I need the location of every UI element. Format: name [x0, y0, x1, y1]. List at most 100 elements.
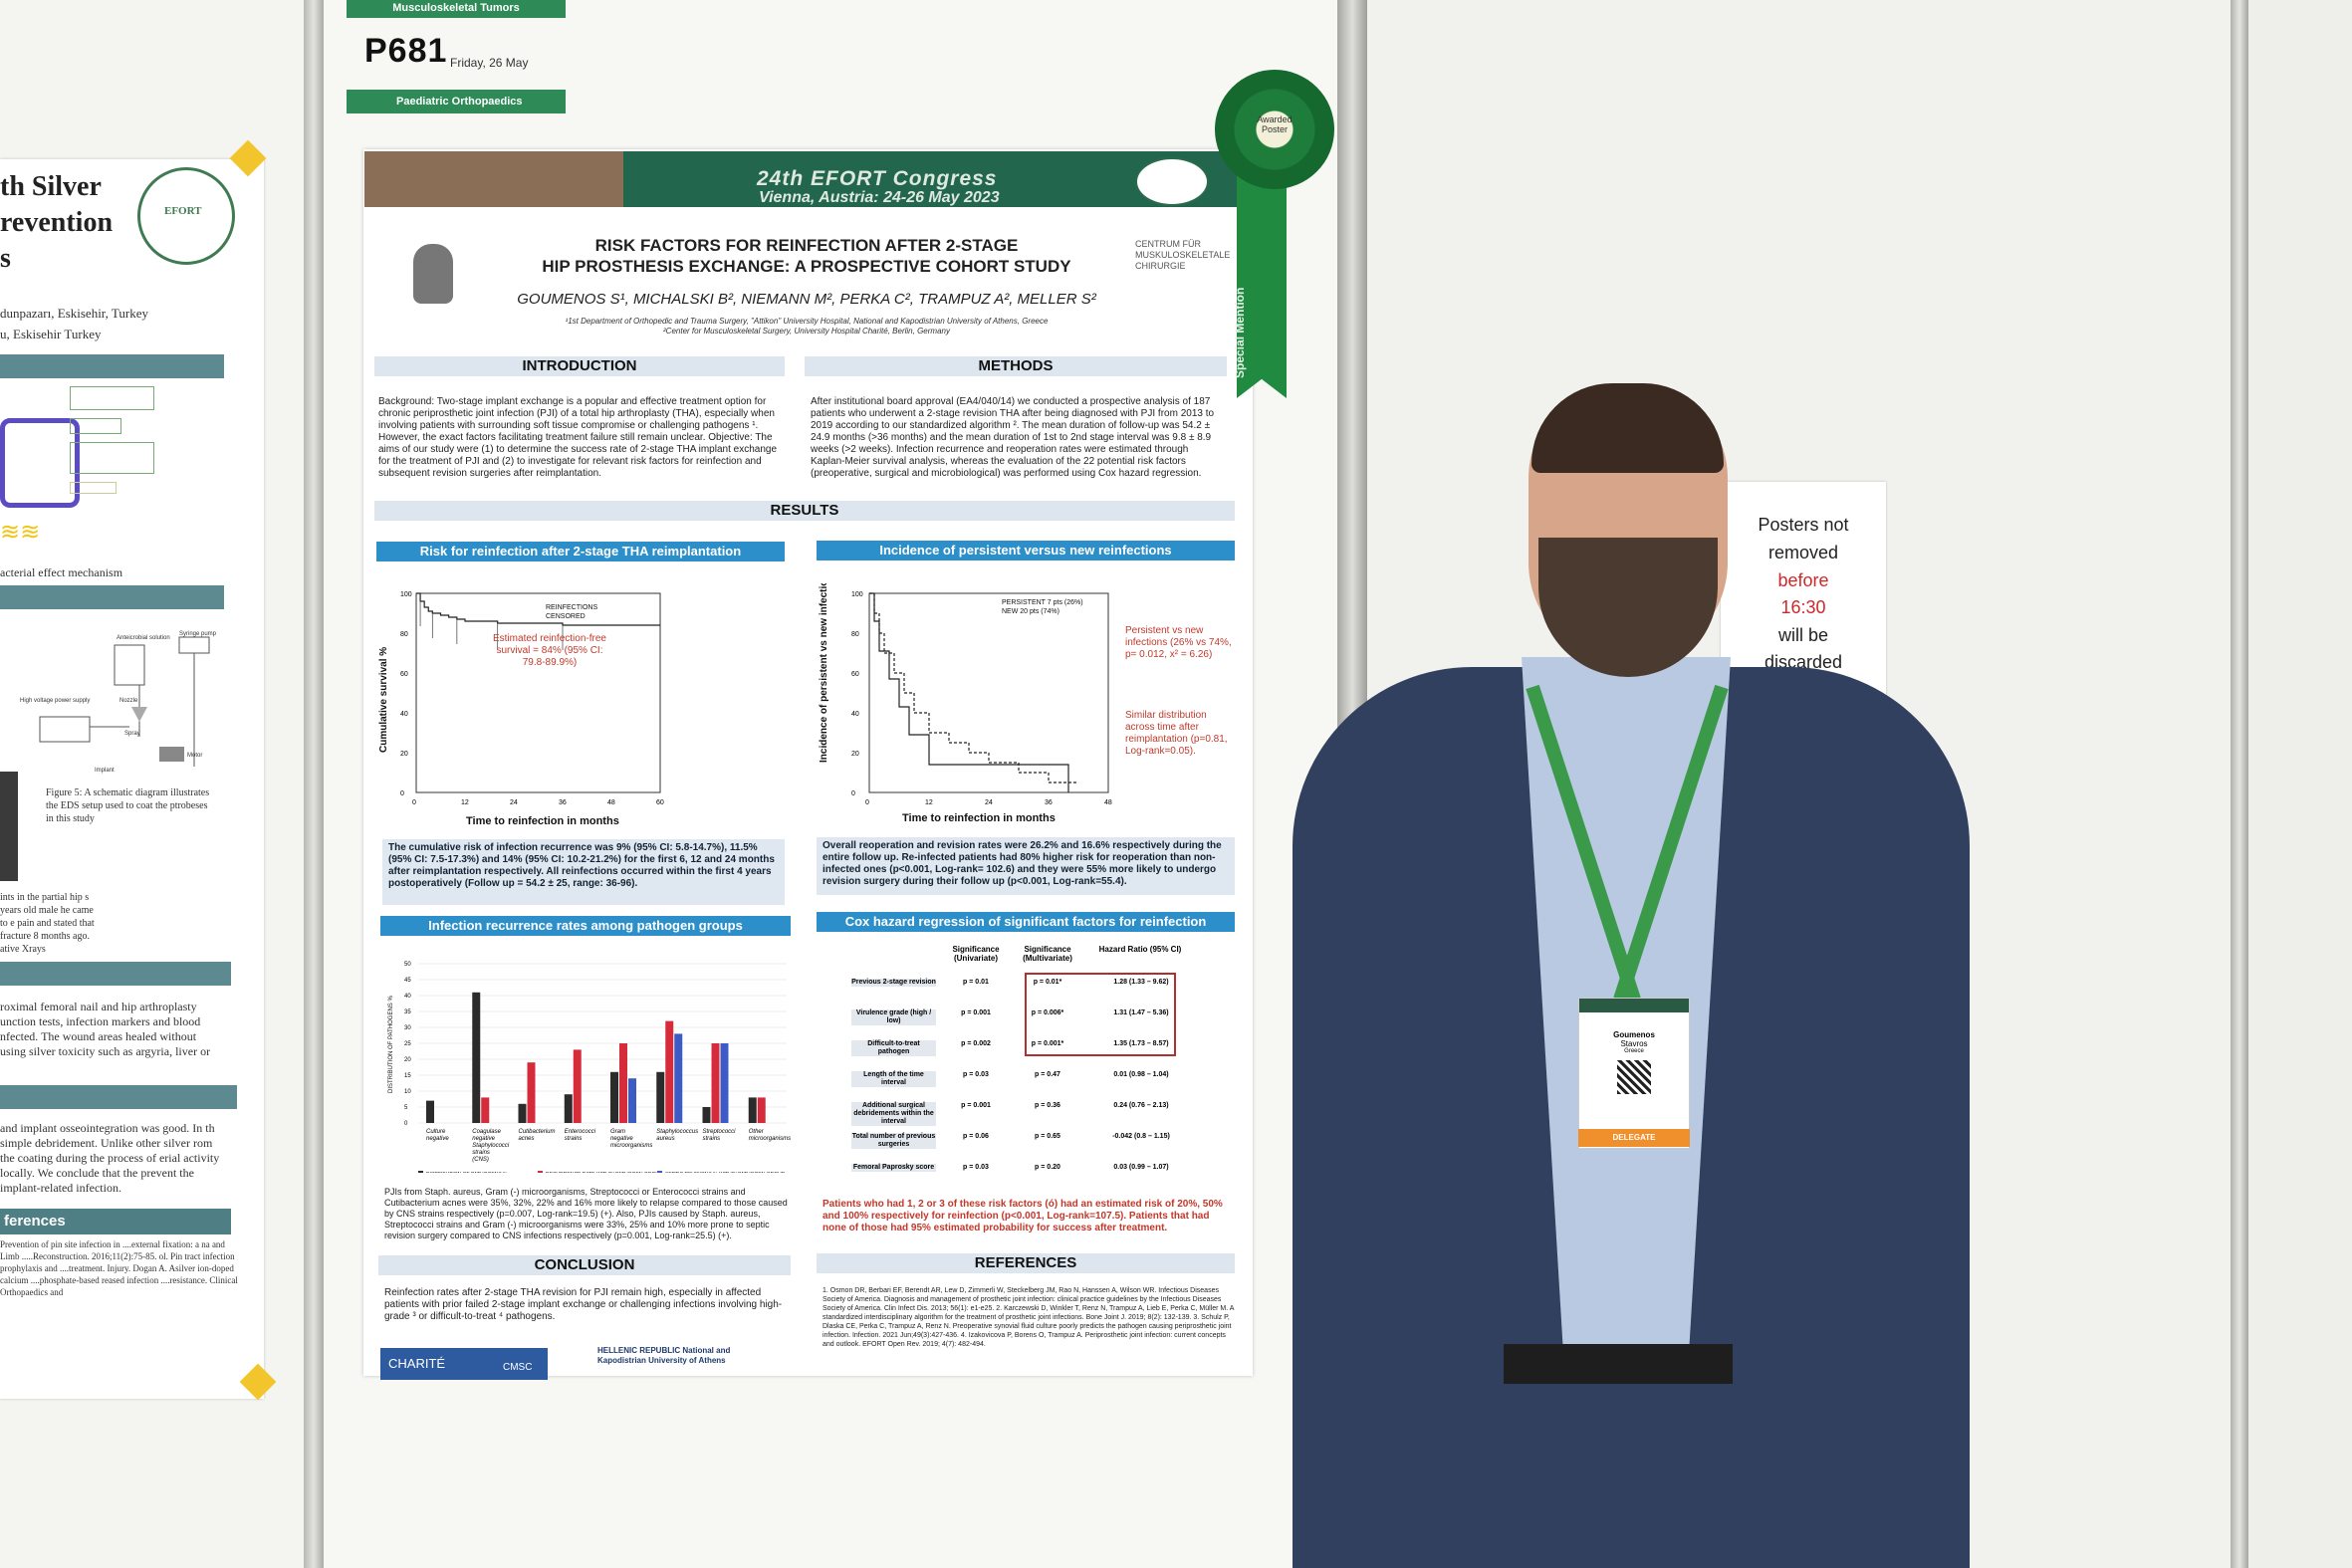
cox-uni: p = 0.03: [963, 1071, 989, 1078]
conclusion-heading: CONCLUSION: [378, 1255, 791, 1275]
cox-row: Virulence grade (high / low) p = 0.001 p =…: [851, 1006, 1230, 1033]
cox-uni: p = 0.03: [963, 1164, 989, 1171]
left-eds-diagram: Anteicrobial solution Syringe pump High …: [20, 627, 229, 777]
km1-x-tick: 0: [412, 799, 416, 806]
badge-role: DELEGATE: [1578, 1129, 1690, 1147]
left-title-line: s: [0, 243, 11, 274]
congress-subtitle: Vienna, Austria: 24-26 May 2023: [759, 189, 1000, 206]
km1-y-tick: 20: [400, 751, 408, 758]
km1-y-tick: 100: [400, 591, 412, 598]
references-text: 1. Osmon DR, Berbari EF, Berendt AR, Lew…: [823, 1287, 1235, 1348]
charite-logo: CHARITÉ: [380, 1348, 548, 1380]
km1-series-line: [416, 592, 660, 626]
bar-0: [426, 1100, 434, 1123]
cox-col-hr: Hazard Ratio (95% CI): [1098, 945, 1182, 954]
eds-label-power: High voltage power supply: [20, 698, 90, 704]
cox-hr: 0.01 (0.98 – 1.04): [1113, 1071, 1169, 1078]
cox-row: Difficult-to-treat pathogen p = 0.002 p = …: [851, 1036, 1230, 1064]
km1-note: The cumulative risk of infection recurre…: [382, 839, 785, 905]
affiliation-2: ²Center for Musculoskeletal Surgery, Uni…: [663, 327, 950, 336]
bar-2: [720, 1043, 729, 1123]
poster-title-line: HIP PROSTHESIS EXCHANGE: A PROSPECTIVE C…: [542, 257, 1071, 276]
affiliation-1: ¹1st Department of Orthopedic and Trauma…: [565, 317, 1049, 326]
left-cell-diagram: [0, 418, 80, 508]
bar-y-tick: 15: [404, 1073, 411, 1079]
km1-x-tick: 12: [461, 799, 469, 806]
bar-y-tick: 30: [404, 1025, 411, 1031]
bar-note: PJIs from Staph. aureus, Gram (-) microo…: [384, 1187, 788, 1240]
badge-surname: Goumenos: [1613, 1030, 1655, 1039]
bar-2: [628, 1078, 636, 1123]
eds-label-spray: Spray: [124, 731, 140, 737]
bar-1: [619, 1043, 627, 1123]
km2-x-tick: 36: [1045, 799, 1053, 806]
references-heading: REFERENCES: [817, 1253, 1235, 1273]
km2-series-line: [869, 592, 1069, 792]
cox-factor: Previous 2-stage revision: [851, 979, 936, 987]
bar-category-label: Cutibacterium: [519, 1129, 556, 1135]
eds-label-implant: Implant: [95, 768, 115, 774]
left-xray-image: [0, 772, 18, 881]
cox-hr: 0.24 (0.76 – 2.13): [1113, 1102, 1169, 1109]
bar-category-label: Enterococci: [565, 1129, 596, 1135]
left-conclusion-text: and implant osseointegration was good. I…: [0, 1121, 220, 1195]
bar-category-label: negative: [610, 1136, 633, 1142]
sign-line-highlight: before: [1777, 570, 1829, 590]
cox-factor: Additional surgical debridements within …: [851, 1102, 936, 1126]
cox-note: Patients who had 1, 2 or 3 of these risk…: [823, 1199, 1223, 1233]
congress-banner: [364, 151, 1238, 207]
poster-authors: GOUMENOS S¹, MICHALSKI B², NIEMANN M², P…: [517, 291, 1096, 308]
km1-ylabel: Cumulative survival %: [378, 647, 389, 753]
name-badge: Goumenos Stavros Greece: [1578, 998, 1690, 1149]
km2-plot-frame: [868, 592, 1109, 793]
km1-legend-reinfections: REINFECTIONS: [546, 604, 597, 611]
cox-row: Additional surgical debridements within …: [851, 1098, 1230, 1126]
bar-0: [748, 1097, 757, 1123]
eds-setup-svg: Anteicrobial solution Syringe pump High …: [20, 631, 217, 774]
bar-y-tick: 40: [404, 994, 411, 1000]
km2-y-tick: 80: [851, 631, 859, 638]
bar-0: [472, 992, 481, 1123]
km2-heading: Incidence of persistent versus new reinf…: [817, 541, 1235, 560]
cox-hr: -0.042 (0.8 – 1.15): [1112, 1133, 1170, 1140]
ribbon-label: Special Mention: [1233, 287, 1247, 378]
km1-x-tick: 60: [656, 799, 664, 806]
cox-multi: p = 0.65: [1035, 1133, 1060, 1140]
km1-heading: Risk for reinfection after 2-stage THA r…: [376, 542, 785, 561]
km2-chart: 0 12 24 36 48 0 20 40 60 80 100 Incidence of persi…: [819, 583, 1112, 824]
left-section-bar-2: [0, 585, 224, 609]
cox-hr: 1.35 (1.73 – 8.57): [1113, 1040, 1169, 1047]
bar-category-label: acnes: [519, 1136, 535, 1142]
cox-multi: p = 0.01*: [1033, 979, 1062, 986]
bar-2: [674, 1033, 683, 1123]
bar-1: [573, 1049, 582, 1123]
poster-id: P681: [364, 32, 448, 70]
bar-category-label: Gram: [610, 1129, 625, 1135]
bar-y-tick: 25: [404, 1041, 411, 1047]
bar-category-label: aureus: [656, 1136, 674, 1142]
cox-multi: p = 0.47: [1035, 1071, 1060, 1078]
km2-note: Overall reoperation and revision rates w…: [817, 837, 1235, 895]
poster-affiliations: ¹1st Department of Orthopedic and Trauma…: [448, 317, 1165, 336]
athens-logo: HELLENIC REPUBLIC National and Kapodistr…: [597, 1346, 731, 1365]
left-lightning-icons: ≋≋: [0, 519, 41, 546]
left-fig5-caption: Figure 5: A schematic diagram illustrate…: [46, 787, 210, 824]
bar-legend-swatch: [538, 1171, 543, 1173]
cox-factor: Total number of previous surgeries: [851, 1133, 936, 1149]
cox-col-uni: Significance (Univariate): [952, 945, 1000, 963]
km2-annotation-2: Similar distribution across time after r…: [1125, 710, 1228, 757]
bar-heading: Infection recurrence rates among pathoge…: [380, 916, 791, 936]
session-top-label: Musculoskeletal Tumors: [347, 0, 566, 18]
efort-logo: EFORT: [137, 167, 235, 265]
eds-label-motor: Motor: [187, 753, 202, 759]
main-poster: [363, 149, 1253, 1376]
bar-category-label: Staphylococci: [472, 1143, 510, 1149]
award-ribbon-tail: [1237, 159, 1287, 398]
badge-qr-code: [1617, 1060, 1651, 1094]
km2-legend-persistent: PERSISTENT 7 pts (26%): [1002, 599, 1083, 606]
bar-1: [757, 1097, 766, 1123]
cox-factor: Femoral Paprosky score: [851, 1164, 936, 1172]
km2-xlabel: Time to reinfection in months: [902, 812, 1056, 824]
methods-heading: METHODS: [805, 356, 1227, 376]
km2-x-tick: 12: [925, 799, 933, 806]
